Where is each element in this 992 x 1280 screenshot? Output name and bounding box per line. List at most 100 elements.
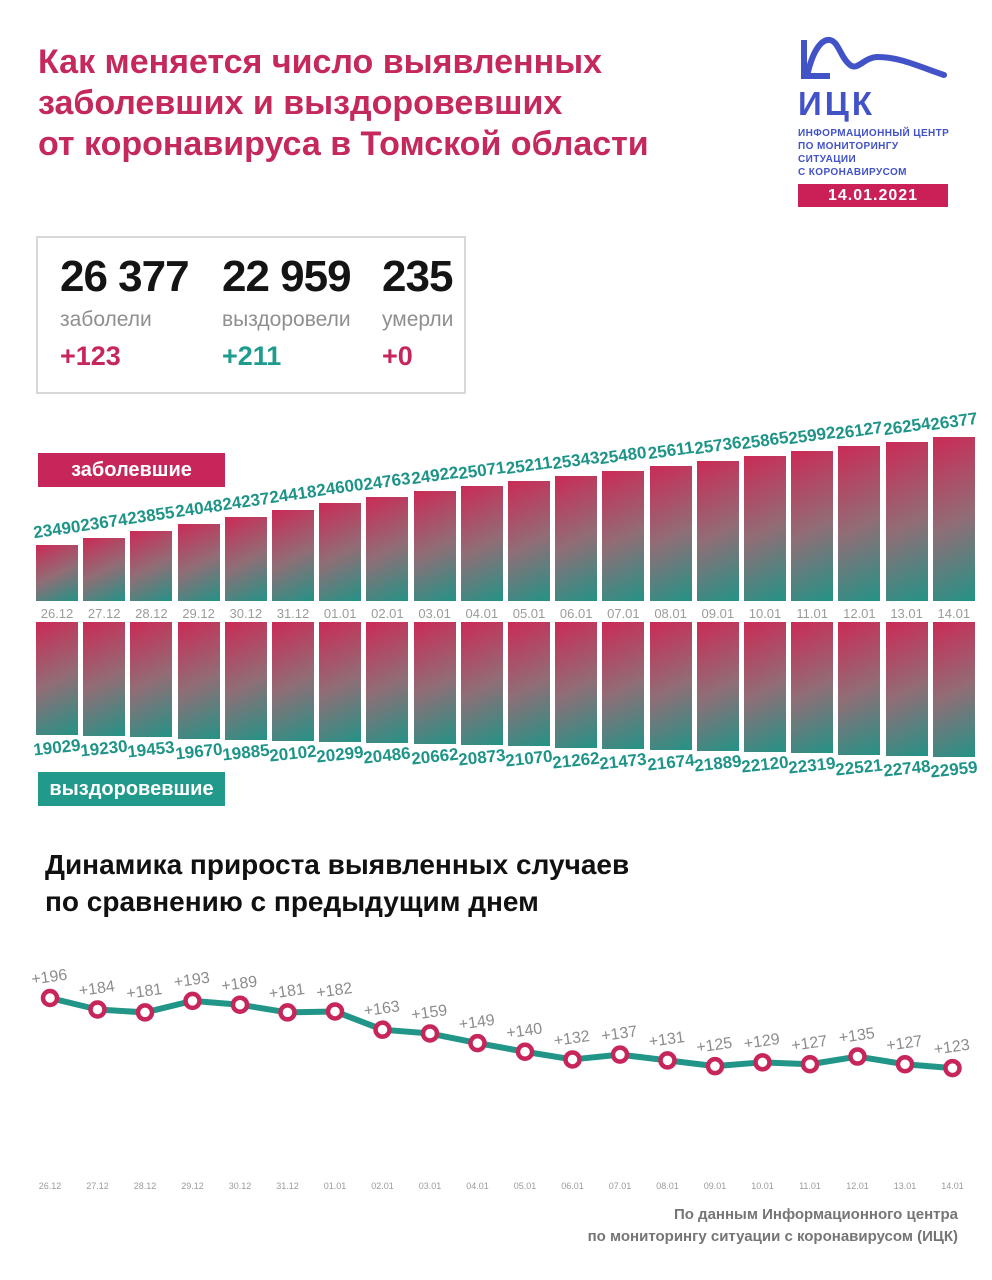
cumulative-bar-chart: заболевшие выздоровевшие 23490 26.12 19029… (0, 409, 992, 815)
bar-date-label: 27.12 (87, 606, 121, 621)
bar-date-label: 04.01 (465, 606, 499, 621)
daily-point-marker (563, 1050, 582, 1069)
bar-date-label: 05.01 (512, 606, 546, 621)
infected-bar (932, 437, 975, 601)
daily-point-marker (183, 991, 202, 1011)
recovered-bar (460, 622, 503, 746)
infected-delta: +123 (60, 341, 121, 371)
infected-series-badge: заболевшие (38, 453, 225, 487)
daily-point-label: +196 (30, 967, 68, 989)
daily-point-marker (658, 1051, 677, 1070)
infected-bar (838, 446, 881, 601)
infected-bar (460, 485, 503, 601)
daily-point-marker (943, 1058, 962, 1078)
bar-date-label: 06.01 (559, 606, 593, 621)
bar-date-label: 13.01 (890, 606, 923, 621)
bar-date-label: 28.12 (135, 606, 168, 621)
icc-logo-subtitle-line: ИНФОРМАЦИОННЫЙ ЦЕНТР (798, 128, 950, 139)
infected-label: заболели (60, 308, 152, 331)
recovered-bar (932, 622, 975, 757)
bar-date-label: 10.01 (748, 606, 782, 621)
recovered-bar (83, 622, 126, 737)
page-title: Как меняется число выявленных заболевших… (38, 42, 649, 165)
infected-bar (885, 441, 928, 601)
line-date-label: 04.01 (466, 1181, 489, 1191)
line-date-label: 14.01 (941, 1181, 964, 1191)
infected-bar-value: 26377 (928, 408, 979, 435)
daily-increase-line (49, 995, 953, 1072)
recovered-total: 22 959 (222, 252, 352, 301)
daily-point-marker (800, 1054, 820, 1074)
stat-card-recovered: 22 959 выздоровели +211 (222, 252, 382, 392)
infected-bar (602, 470, 645, 601)
daily-point-label: +123 (933, 1037, 971, 1059)
daily-point-label: +129 (743, 1031, 781, 1053)
summary-stats-box: 26 377 заболели +123 22 959 выздоровели … (36, 236, 466, 394)
source-note: По данным Информационного центра по мони… (588, 1204, 958, 1248)
line-date-label: 28.12 (133, 1181, 157, 1191)
daily-point-label: +127 (790, 1033, 828, 1055)
bar-date-label: 29.12 (182, 606, 215, 621)
infected-bar (744, 456, 786, 601)
daily-point-label: +184 (78, 978, 116, 1000)
line-date-label: 27.12 (86, 1181, 109, 1191)
daily-point-marker (373, 1020, 392, 1039)
line-chart-title: Динамика прироста выявленных случаев по … (45, 846, 629, 920)
bar-date-label: 09.01 (701, 606, 735, 621)
daily-point-marker (468, 1033, 487, 1053)
line-date-label: 06.01 (561, 1181, 584, 1191)
line-date-label: 12.01 (846, 1181, 869, 1191)
daily-point-label: +189 (220, 973, 258, 995)
deaths-label: умерли (382, 308, 454, 331)
recovered-bar (649, 622, 692, 750)
epidemic-curve-icon (801, 37, 947, 79)
daily-point-label: +182 (315, 980, 353, 1002)
line-date-label: 26.12 (38, 1181, 62, 1191)
infected-bar (83, 538, 126, 601)
page-title-line: от коронавируса в Томской области (38, 125, 649, 163)
daily-point-label: +149 (458, 1012, 496, 1034)
daily-point-label: +137 (600, 1023, 638, 1045)
bar-date-label: 02.01 (371, 606, 404, 621)
recovered-bar (791, 622, 834, 754)
line-chart-title-line: Динамика прироста выявленных случаев (45, 849, 630, 880)
infected-bar (555, 475, 598, 601)
daily-point-label: +131 (648, 1029, 686, 1051)
recovered-bar (130, 622, 173, 738)
bar-date-label: 01.01 (323, 606, 357, 621)
recovered-delta: +211 (222, 341, 282, 371)
daily-point-marker (895, 1054, 915, 1074)
recovered-bar (177, 622, 220, 739)
recovered-bar (319, 622, 362, 743)
icc-logo-subtitle-line: С КОРОНАВИРУСОМ (798, 167, 907, 178)
bar-date-label: 11.01 (796, 606, 828, 621)
infected-bar (791, 451, 834, 601)
line-chart-date-axis: 26.12 27.12 28.12 29.12 30.12 31.12 01.01 02.01… (0, 1181, 992, 1195)
recovered-bar (413, 622, 456, 745)
line-date-label: 01.01 (323, 1181, 347, 1191)
daily-point-marker (88, 1000, 107, 1019)
recovered-bar (555, 622, 598, 748)
recovered-series-badge: выздоровевшие (38, 772, 225, 806)
infected-bar (130, 531, 173, 601)
recovered-label: выздоровели (222, 308, 351, 331)
line-chart-title-line: по сравнению с предыдущим днем (45, 886, 539, 917)
daily-point-marker (230, 995, 250, 1014)
bar-date-label: 26.12 (40, 606, 74, 621)
page-title-line: заболевших и выздоровевших (38, 84, 563, 122)
stat-card-deaths: 235 умерли +0 (382, 252, 453, 392)
report-date-badge: 14.01.2021 (798, 184, 948, 207)
recovered-bar (696, 622, 739, 751)
daily-point-label: +163 (363, 998, 401, 1020)
daily-point-marker (278, 1003, 297, 1022)
line-date-label: 13.01 (893, 1181, 917, 1191)
infected-bar (366, 497, 409, 601)
daily-point-label: +140 (505, 1020, 543, 1042)
line-date-label: 05.01 (513, 1181, 537, 1191)
icc-logo-subtitle: ИНФОРМАЦИОННЫЙ ЦЕНТР ПО МОНИТОРИНГУ СИТУ… (798, 127, 952, 179)
recovered-bar (366, 622, 409, 744)
bar-date-label: 30.12 (229, 606, 263, 621)
source-note-line: По данным Информационного центра (673, 1206, 958, 1223)
bar-date-label: 07.01 (607, 606, 640, 621)
line-date-label: 07.01 (608, 1181, 632, 1191)
